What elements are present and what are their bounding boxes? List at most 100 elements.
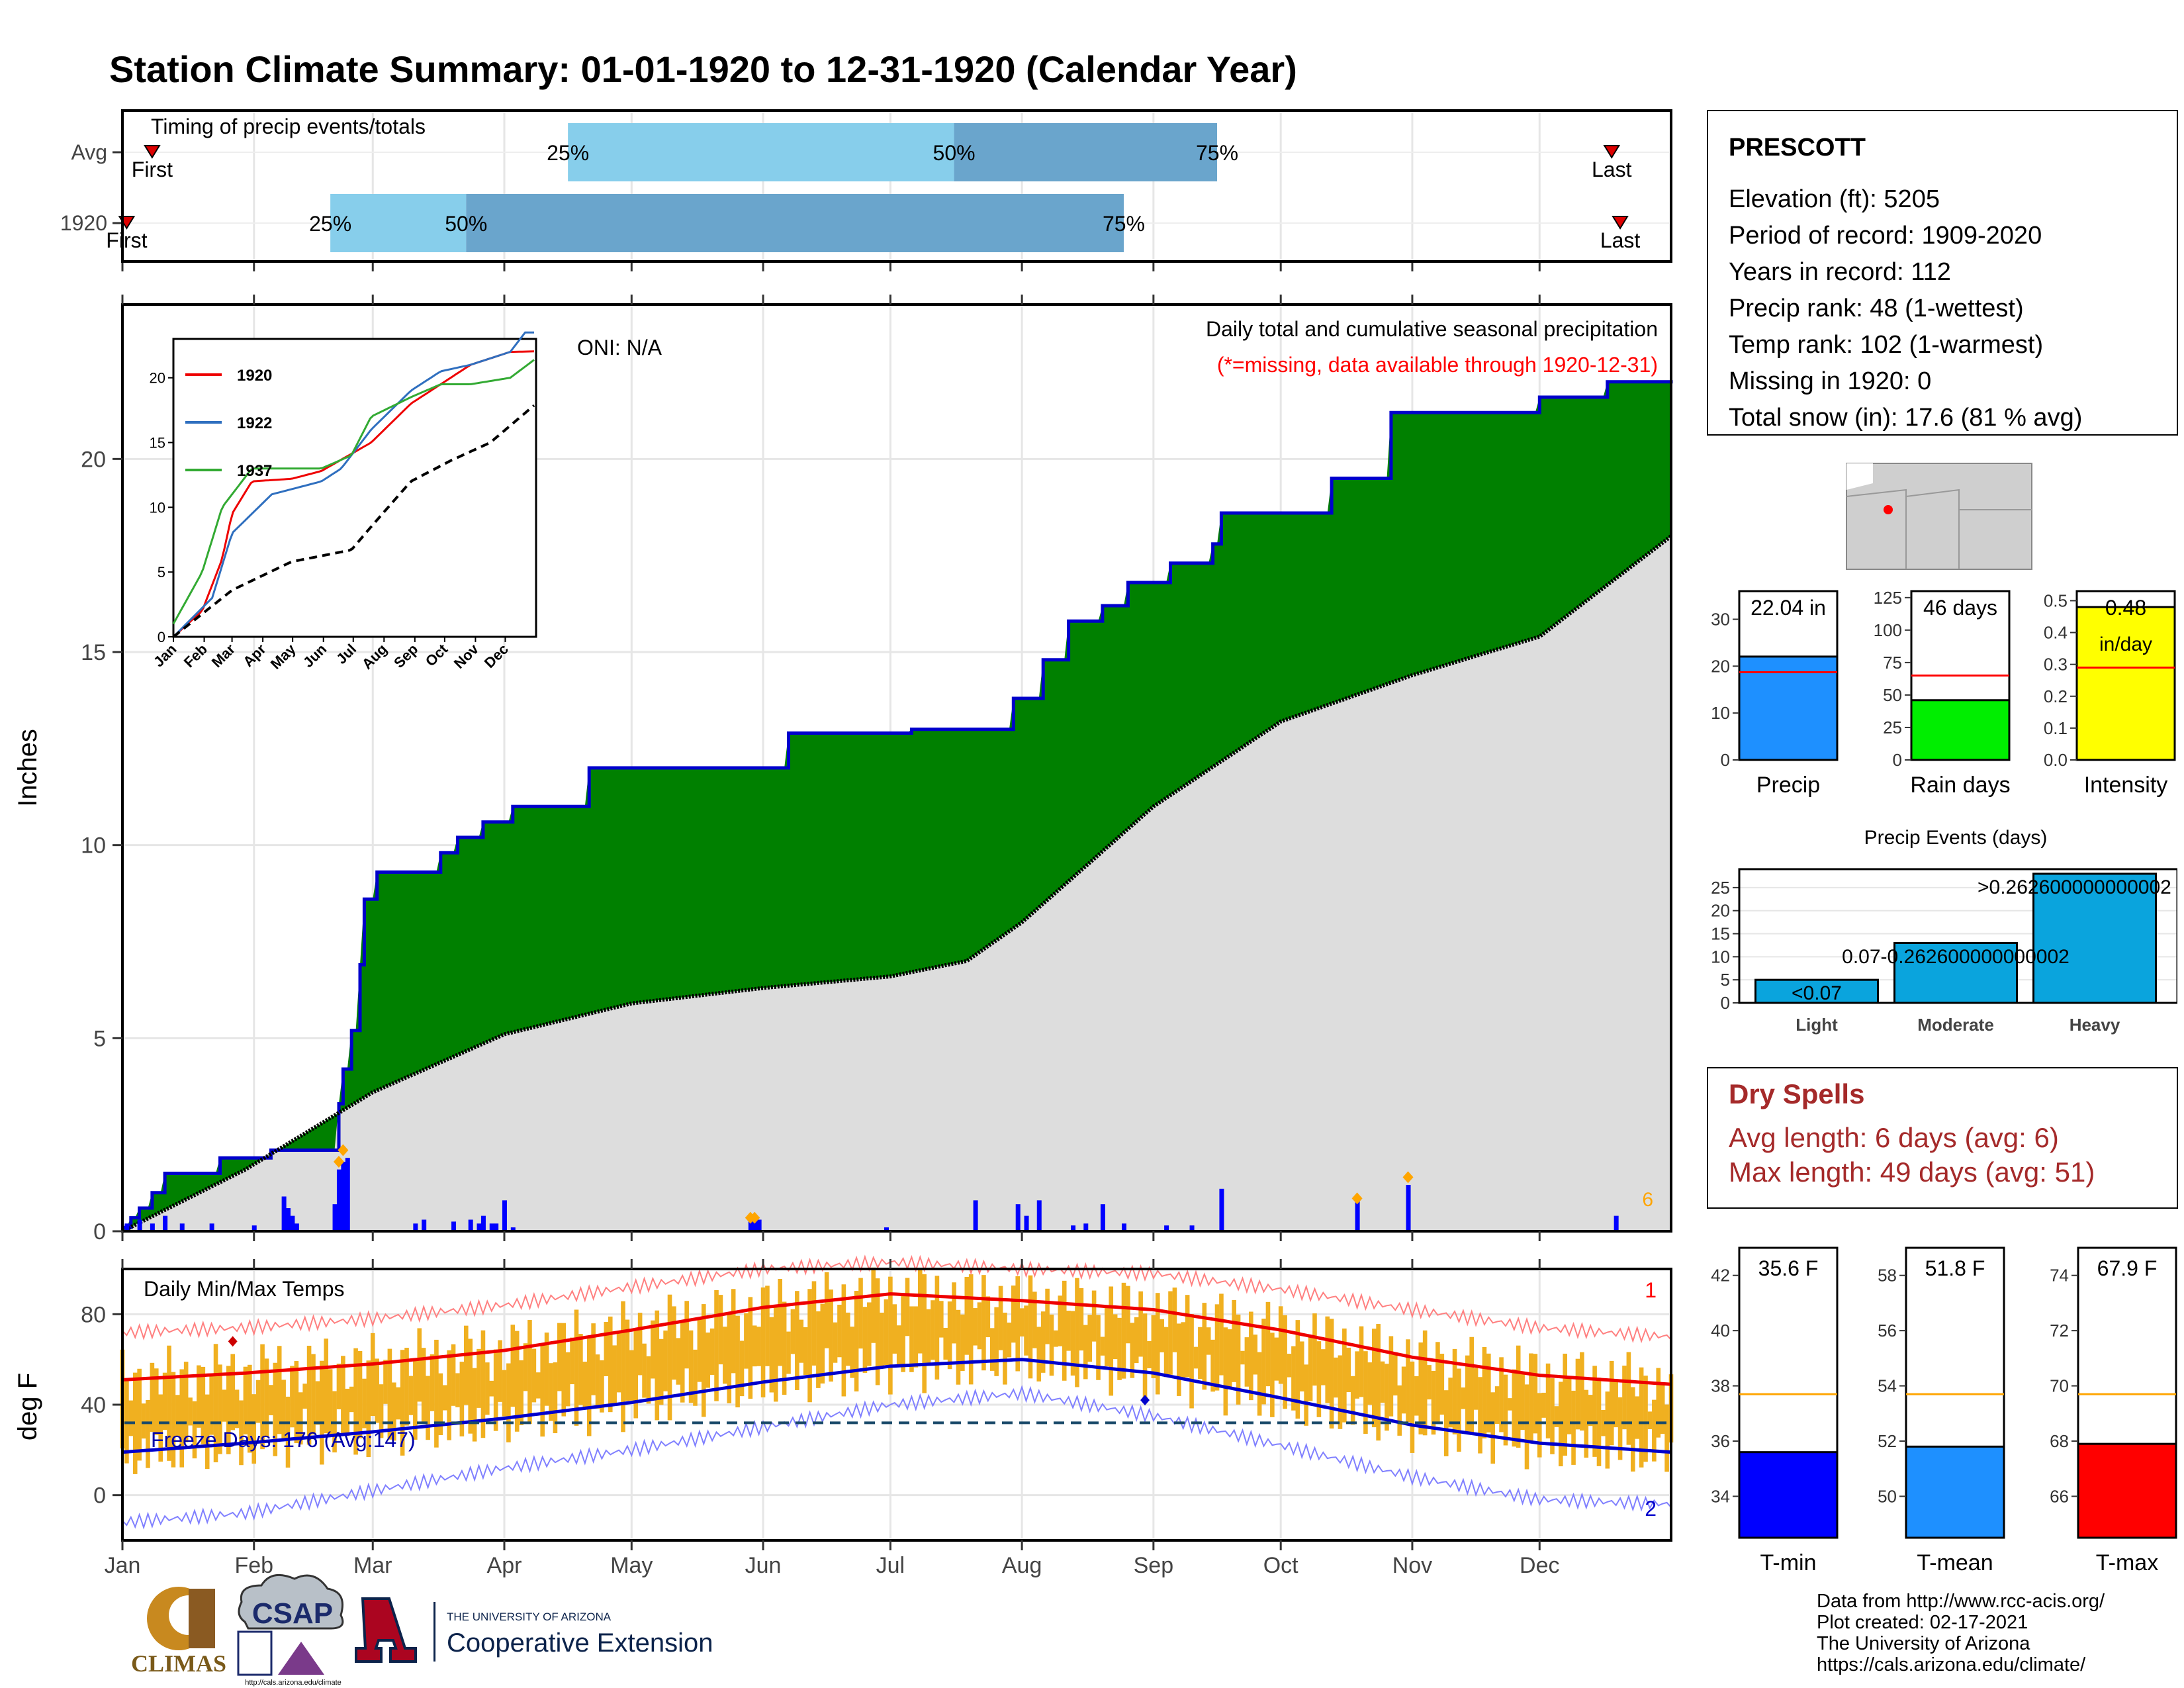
daily-temp-range-bar — [1070, 1311, 1075, 1376]
daily-temp-range-bar — [655, 1310, 660, 1421]
daily-temp-range-bar — [1003, 1312, 1007, 1385]
precip-subtitle: Daily total and cumulative seasonal prec… — [1206, 317, 1658, 341]
mini-chart-ytick-label: 0.4 — [2044, 623, 2068, 643]
month-label: Jan — [105, 1553, 141, 1578]
daily-temp-range-bar — [833, 1322, 838, 1363]
daily-precip-bar — [251, 1225, 257, 1231]
daily-temp-range-bar — [141, 1403, 146, 1439]
inset-ytick-label: 15 — [150, 435, 165, 451]
daily-temp-range-bar — [379, 1384, 384, 1438]
daily-temp-range-bar — [651, 1320, 655, 1379]
daily-temp-range-bar — [1563, 1353, 1568, 1456]
daily-temp-range-bar — [786, 1331, 791, 1374]
daily-temp-range-bar — [939, 1301, 944, 1338]
temp-summary-label: T-min — [1760, 1550, 1817, 1575]
daily-temp-range-bar — [1304, 1364, 1308, 1426]
station-info-line: Years in record: 112 — [1729, 258, 1951, 286]
daily-temp-range-bar — [1367, 1362, 1373, 1405]
daily-precip-bar — [1071, 1225, 1076, 1231]
daily-temp-range-bar — [595, 1354, 600, 1409]
oni-label: ONI: N/A — [577, 336, 662, 359]
daily-temp-range-bar — [1664, 1404, 1669, 1472]
daily-temp-range-bar — [1249, 1311, 1253, 1401]
daily-temp-range-bar — [880, 1312, 884, 1366]
temp-summary-ytick-label: 42 — [1711, 1266, 1730, 1286]
daily-precip-bar — [1036, 1200, 1042, 1231]
daily-temp-range-bar — [1015, 1276, 1021, 1372]
daily-temp-range-bar — [451, 1344, 456, 1406]
daily-temp-range-bar — [1032, 1291, 1037, 1348]
inset-ytick-label: 10 — [150, 499, 165, 516]
daily-temp-range-bar — [1329, 1319, 1334, 1429]
map-notch — [1846, 463, 1873, 490]
mini-chart-value-label: 22.04 in — [1751, 596, 1826, 620]
daily-temp-range-bar — [816, 1311, 821, 1388]
mini-chart-ytick-label: 30 — [1711, 610, 1730, 630]
daily-temp-range-bar — [778, 1278, 782, 1366]
daily-precip-bar — [281, 1196, 287, 1231]
daily-temp-range-bar — [871, 1267, 876, 1343]
daily-temp-range-bar — [146, 1399, 150, 1468]
mini-bar-charts: 0 10 20 30 22.04 in Precip 0 25 50 75 100 125 46 day… — [1711, 588, 2176, 798]
daily-temp-range-bar — [989, 1328, 995, 1371]
first-event-label: First — [106, 228, 147, 252]
daily-temp-range-bar — [553, 1362, 558, 1434]
missing-note: (*=missing, data available through 1920-… — [1217, 353, 1658, 377]
daily-temp-range-bar — [277, 1346, 282, 1434]
timing-row-label: Avg — [71, 140, 107, 164]
daily-temp-range-bar — [892, 1304, 897, 1354]
daily-temp-range-bar — [642, 1343, 647, 1398]
csap-wordmark: CSAP — [252, 1597, 333, 1630]
daily-temp-range-bar — [1388, 1336, 1394, 1417]
daily-temp-range-bar — [1091, 1290, 1097, 1342]
daily-temp-range-bar — [209, 1376, 214, 1435]
daily-temp-range-bar — [1533, 1354, 1538, 1434]
daily-temp-range-bar — [442, 1385, 447, 1411]
daily-temp-range-bar — [1660, 1384, 1665, 1434]
daily-temp-range-bar — [739, 1340, 745, 1397]
daily-temp-range-bar — [396, 1387, 401, 1420]
daily-temp-range-bar — [1283, 1315, 1287, 1409]
daily-temp-range-bar — [705, 1333, 711, 1388]
daily-temp-range-bar — [561, 1323, 567, 1417]
daily-temp-range-bar — [1261, 1319, 1266, 1405]
daily-temp-range-bar — [676, 1338, 681, 1385]
daily-temp-range-bar — [400, 1350, 405, 1456]
daily-temp-range-bar — [960, 1314, 965, 1372]
daily-temp-range-bar — [1287, 1354, 1292, 1378]
daily-temp-range-bar — [459, 1362, 465, 1436]
daily-temp-range-bar — [175, 1395, 180, 1436]
daily-precip-bar — [494, 1223, 499, 1231]
csap-mountain — [278, 1642, 324, 1675]
average-cumulative-line — [121, 534, 1672, 1233]
daily-temp-range-bar — [336, 1364, 341, 1409]
month-label: Jun — [745, 1553, 782, 1578]
daily-temp-range-bar — [714, 1289, 719, 1401]
daily-precip-bar — [163, 1215, 168, 1231]
mini-chart-ytick-label: 75 — [1883, 653, 1902, 673]
daily-temp-range-bar — [1096, 1315, 1101, 1380]
month-label: Nov — [1392, 1553, 1432, 1578]
daily-temp-range-bar — [765, 1286, 770, 1366]
daily-temp-range-bar — [1312, 1313, 1317, 1386]
daily-temp-range-bar — [1520, 1372, 1525, 1430]
daily-precip-bar — [1614, 1215, 1619, 1231]
station-info-line: Elevation (ft): 5205 — [1729, 185, 1940, 213]
station-name: PRESCOTT — [1729, 134, 1866, 162]
daily-temp-range-bar — [1541, 1392, 1546, 1418]
daily-temp-range-bar — [489, 1380, 494, 1397]
precip-events-chart: Precip Events (days) 0 5 10 15 20 25 Light Mode… — [1711, 827, 2184, 1035]
daily-temp-range-bar — [535, 1372, 541, 1399]
daily-temp-range-bar — [243, 1366, 248, 1434]
daily-temp-range-bar — [862, 1307, 868, 1373]
daily-temp-range-bar — [1236, 1314, 1241, 1405]
daily-temp-range-bar — [1537, 1393, 1542, 1458]
daily-precip-bar — [477, 1223, 482, 1231]
events-bar — [2032, 872, 2157, 1004]
daily-temp-range-bar — [1019, 1308, 1024, 1336]
temp-summary-value-label: 67.9 F — [2097, 1256, 2158, 1280]
daily-temp-range-bar — [1100, 1336, 1105, 1356]
record-max-line — [122, 1254, 1672, 1344]
events-ytick-label: 0 — [1721, 993, 1730, 1013]
mini-chart-value-label: 46 days — [1923, 596, 1997, 620]
